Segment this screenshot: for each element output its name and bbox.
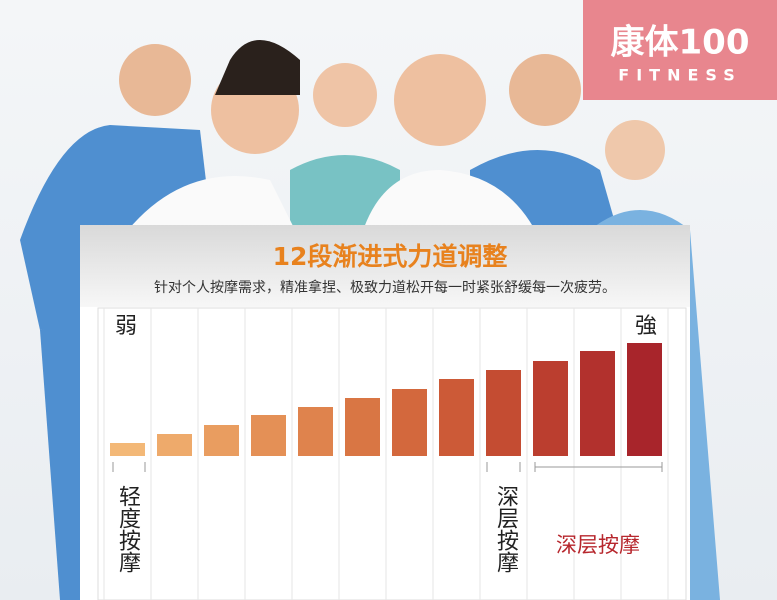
logo-tagline: FITNESS [618, 66, 741, 85]
bar [251, 415, 286, 456]
deep-massage-label: 深层按摩 [556, 533, 640, 557]
logo-name: 康体100 [611, 23, 750, 63]
bar [157, 434, 192, 456]
bar [204, 425, 239, 456]
bar [298, 407, 333, 456]
bar [110, 443, 145, 456]
grid [103, 308, 669, 600]
low-label: 弱 [115, 314, 137, 339]
bar [439, 379, 474, 456]
bar [580, 351, 615, 456]
brackets [112, 462, 663, 472]
board-header [80, 225, 690, 307]
bar [486, 370, 521, 456]
deep-massage-vertical: 深层按摩 [493, 485, 519, 573]
chart-subtitle: 针对个人按摩需求，精准拿捏、极致力道松开每一时紧张舒缓每一次疲劳。 [154, 279, 616, 296]
bar [533, 361, 568, 456]
chart-title: 12段渐进式力道调整 [273, 242, 508, 271]
logo-box [583, 0, 777, 100]
bar [392, 389, 427, 456]
high-label: 強 [635, 314, 657, 339]
bar [345, 398, 380, 456]
bar [627, 343, 662, 456]
light-massage-label: 轻度按摩 [115, 485, 141, 573]
